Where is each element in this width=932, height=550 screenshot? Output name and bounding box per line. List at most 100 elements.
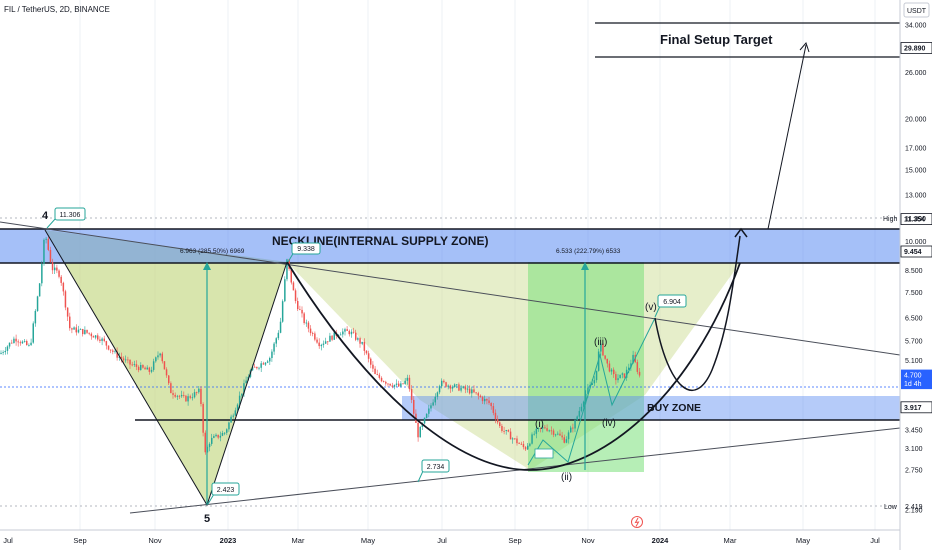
projection-arrowhead: [734, 227, 748, 238]
measure-arrowhead-left: [203, 262, 211, 270]
candle-body-97: [208, 443, 211, 448]
candle-body-118: [254, 366, 256, 368]
candle-body-215: [462, 386, 464, 388]
candle-body-247: [531, 434, 533, 444]
candle-body-130: [279, 321, 282, 333]
candle-body-255: [548, 430, 550, 432]
candle-body-235: [505, 430, 507, 431]
svg-text:6.904: 6.904: [663, 299, 681, 306]
candle-body-86: [185, 395, 187, 402]
candle-body-45: [97, 335, 99, 340]
candle-body-195: [419, 427, 421, 438]
candle-body-32: [69, 316, 71, 329]
candle-body-198: [425, 413, 428, 418]
candle-body-56: [120, 356, 123, 359]
candle-body-275: [591, 383, 593, 385]
candle-body-164: [352, 331, 355, 333]
candle-body-122: [262, 363, 265, 365]
candle-body-55: [118, 356, 120, 358]
wave-label-v: (v): [645, 302, 657, 313]
candle-body-260: [559, 433, 561, 436]
candle-body-167: [359, 338, 361, 344]
candle-body-253: [544, 427, 546, 429]
candle-body-211: [453, 384, 456, 387]
candle-body-225: [484, 399, 486, 402]
candle-body-14: [30, 342, 32, 345]
candle-body-224: [481, 397, 484, 402]
price-axis[interactable]: [901, 0, 932, 530]
candle-body-242: [520, 443, 522, 445]
candle-body-212: [456, 384, 458, 386]
candle-body-205: [441, 380, 443, 387]
candle-body-232: [499, 422, 501, 426]
target-arrowhead: [799, 42, 810, 53]
price-tick-14: 2.750: [905, 467, 923, 474]
time-axis-labels: Jul Sep Nov 2023 Mar May Jul Sep Nov 2024 Mar May Ju…: [3, 536, 880, 545]
candle-body-119: [256, 367, 258, 369]
candle-body-125: [269, 358, 271, 362]
candle-body-293: [630, 363, 632, 368]
candle-body-259: [557, 433, 559, 435]
candle-body-54: [116, 351, 118, 358]
candle-body-166: [357, 338, 359, 340]
candle-body-129: [277, 332, 280, 339]
candle-body-34: [73, 327, 75, 330]
candle-body-65: [140, 365, 142, 370]
candle-body-22: [47, 238, 49, 250]
candle-body-241: [518, 443, 520, 444]
candle-body-39: [84, 329, 86, 335]
candle-body-84: [180, 395, 183, 397]
candle-body-234: [503, 431, 505, 432]
candle-body-8: [17, 341, 19, 343]
candle-body-199: [428, 408, 430, 414]
candle-body-78: [168, 375, 170, 384]
candle-body-239: [514, 438, 516, 440]
candle-body-251: [539, 428, 542, 429]
candle-body-244: [524, 447, 527, 450]
candle-body-182: [391, 385, 393, 387]
candle-body-120: [258, 367, 260, 369]
candle-body-175: [376, 374, 378, 375]
candle-body-271: [582, 401, 585, 407]
candle-body-72: [155, 357, 157, 362]
wave-i-marker: [534, 448, 554, 459]
callout-11306: 11.306: [46, 207, 86, 229]
candle-body-76: [163, 361, 166, 370]
time-label-2: Nov: [148, 536, 162, 545]
candle-body-159: [342, 331, 344, 335]
candle-body-165: [355, 332, 357, 340]
candle-body-61: [131, 364, 133, 366]
lightning-icon[interactable]: [631, 516, 643, 528]
candle-body-2: [4, 350, 6, 353]
candle-body-283: [608, 363, 611, 372]
candle-body-230: [494, 412, 497, 420]
candle-body-133: [286, 259, 288, 280]
time-label-3: 2023: [220, 536, 237, 545]
candle-body-291: [625, 369, 628, 378]
candle-body-266: [572, 427, 574, 429]
candle-body-40: [86, 329, 88, 333]
time-label-6: Jul: [437, 536, 447, 545]
candle-body-185: [398, 383, 400, 387]
candles: [0, 236, 641, 455]
candle-body-107: [230, 416, 232, 423]
candle-body-88: [189, 396, 191, 398]
wave-label-4: 4: [42, 210, 49, 222]
price-tick-0: 34.000: [905, 23, 927, 30]
candle-body-60: [129, 359, 131, 365]
candle-body-112: [241, 393, 243, 396]
candle-body-44: [94, 335, 97, 338]
svg-text:2.423: 2.423: [217, 487, 235, 494]
time-label-12: Jul: [870, 536, 880, 545]
candle-body-145: [312, 333, 314, 334]
candle-body-58: [125, 359, 127, 361]
candle-body-92: [198, 388, 200, 393]
candle-body-20: [43, 239, 45, 264]
candle-body-10: [21, 341, 24, 344]
candle-body-41: [88, 332, 90, 334]
candle-body-238: [511, 438, 514, 440]
wave-label-iv: (iv): [602, 418, 616, 429]
candle-body-24: [51, 262, 54, 271]
price-tag-3: 9.454: [904, 249, 922, 256]
